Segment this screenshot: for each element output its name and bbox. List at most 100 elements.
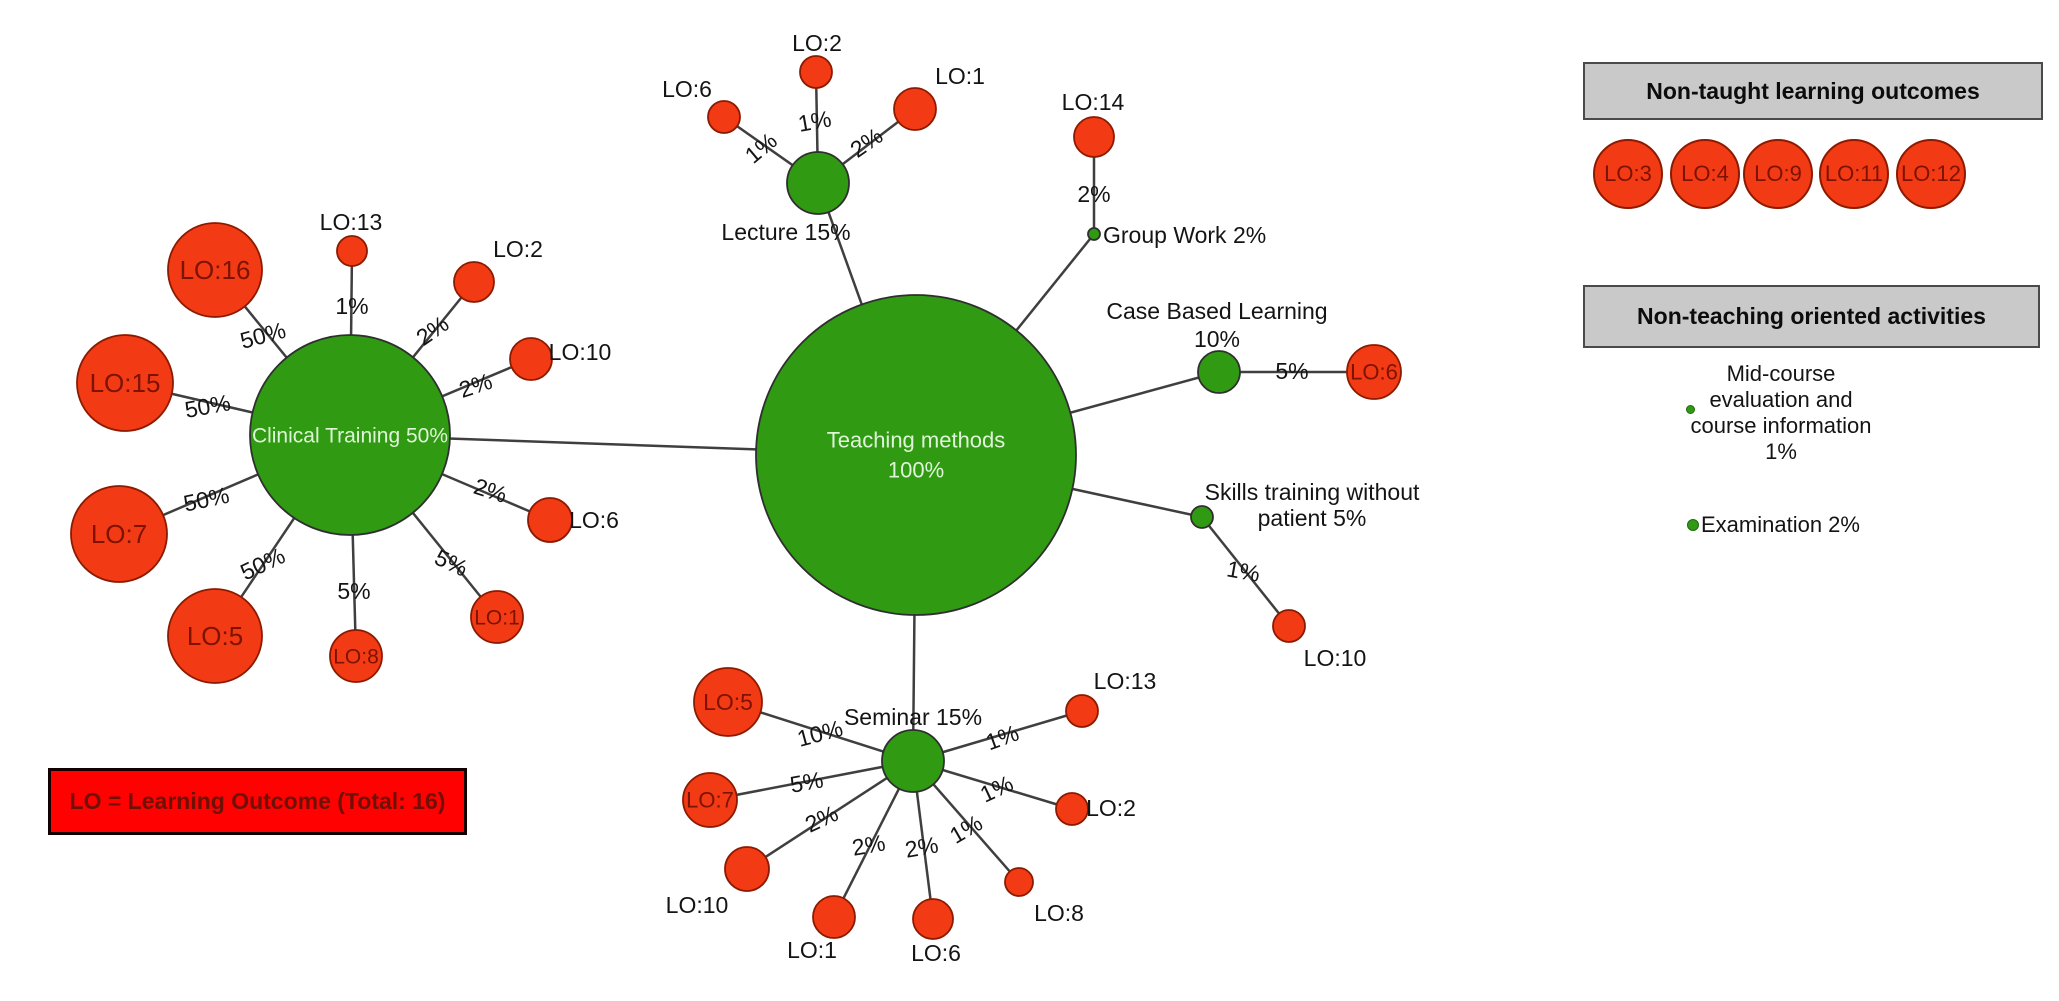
hub-case-based-learning [1197, 350, 1241, 394]
lo6-casebased [1346, 344, 1402, 400]
lo1-clinical [470, 590, 524, 644]
graph-text-label: LO:10 [1304, 645, 1367, 671]
mid-course-line: Mid-course [1726, 361, 1836, 386]
edge-percentage-label: 5% [431, 544, 472, 582]
hub-label: Teaching methods [827, 428, 1006, 453]
lo13-clinical [336, 235, 368, 267]
lo10-skills [1272, 609, 1306, 643]
edge-percentage-label: 1% [982, 720, 1022, 756]
non-taught-header: Non-taught learning outcomes [1583, 62, 2043, 120]
lo6-lecture [707, 100, 741, 134]
graph-text-label: Lecture 15% [721, 219, 850, 245]
non-taught-lo9-circle: LO:9 [1743, 139, 1813, 209]
edge [746, 759, 914, 871]
graph-text-label: LO:10 [666, 892, 729, 918]
edge-percentage-label: 5% [788, 766, 825, 797]
mid-course-line: course information [1690, 413, 1872, 438]
hub-seminar [881, 729, 945, 793]
graph-text-label: patient 5% [1258, 505, 1367, 531]
edge-percentage-label: 1% [1225, 555, 1262, 586]
lo7-seminar [682, 772, 738, 828]
lo5-clinical [167, 588, 263, 684]
graph-text-label: Skills training without [1205, 479, 1420, 505]
edge-percentage-label: 1% [335, 293, 368, 319]
lo13-seminar [1065, 694, 1099, 728]
lo7-clinical [70, 485, 168, 583]
graph-text-label: LO:13 [320, 209, 383, 235]
non-taught-lo12-circle: LO:12 [1896, 139, 1966, 209]
mid-course-line: evaluation and [1709, 387, 1853, 412]
lo-label: LO:3 [1604, 161, 1652, 186]
graph-text-label: Case Based Learning [1106, 298, 1327, 324]
edge-percentage-label: 1% [796, 105, 833, 136]
examination-dot-icon [1687, 519, 1699, 531]
edge-percentage-label: 50% [236, 542, 289, 585]
graph-text-label: LO:2 [493, 236, 543, 262]
edge-percentage-label: 2% [801, 800, 842, 838]
graph-text-label: Group Work 2% [1103, 222, 1266, 248]
lo-label: LO:4 [1681, 161, 1729, 186]
hub-group-work [1087, 227, 1101, 241]
graph-text-label: LO:6 [662, 76, 712, 102]
lo6-seminar [912, 898, 954, 940]
lo14-groupwork [1073, 116, 1115, 158]
lo-label: LO:12 [1901, 161, 1961, 186]
edge-percentage-label: 5% [337, 578, 370, 604]
mid-course-line: 1% [1765, 439, 1797, 464]
lo2-seminar [1055, 792, 1089, 826]
graph-text-label: Seminar 15% [844, 704, 982, 730]
node-label: LO:5 [187, 621, 243, 651]
lo2-lecture [799, 55, 833, 89]
graph-text-label: LO:2 [792, 30, 842, 56]
hub-lecture [786, 151, 850, 215]
lo-label: LO:11 [1824, 161, 1884, 186]
graph-text-label: LO:13 [1094, 668, 1157, 694]
lo15-clinical [76, 334, 174, 432]
lo6-clinical [527, 497, 573, 543]
lo10-clinical [509, 337, 553, 381]
edge [1201, 516, 1290, 627]
node-label: LO:1 [474, 606, 520, 629]
edge-percentage-label: 10% [794, 715, 845, 752]
node-label: LO:8 [333, 645, 379, 668]
non-teaching-header: Non-teaching oriented activities [1583, 285, 2040, 348]
lo8-seminar [1004, 867, 1034, 897]
lo1-lecture [893, 87, 937, 131]
edge-percentage-label: 5% [1275, 358, 1308, 384]
edge-percentage-label: 50% [237, 317, 288, 354]
mid-course-label: Mid-course evaluation and course informa… [1671, 361, 1891, 465]
node-label: LO:15 [90, 368, 161, 398]
lo-label: LO:9 [1754, 161, 1802, 186]
edge-percentage-label: 2% [471, 473, 511, 508]
graph-text-label: LO:10 [549, 339, 612, 365]
edge-percentage-label: 1% [976, 770, 1017, 808]
lo-legend-text: LO = Learning Outcome (Total: 16) [69, 788, 446, 814]
hub-teaching-methods [755, 294, 1077, 616]
node-label: LO:5 [703, 689, 753, 715]
node-label: LO:7 [91, 519, 147, 549]
graph-text-label: 10% [1194, 326, 1240, 352]
edge-percentage-label: 50% [183, 389, 233, 423]
non-taught-lo3-circle: LO:3 [1593, 139, 1663, 209]
lo10-seminar [724, 846, 770, 892]
node-label: LO:6 [1350, 360, 1398, 385]
edge-percentage-label: 1% [945, 810, 987, 849]
edge-percentage-label: 2% [456, 368, 496, 403]
edge [709, 759, 914, 802]
hub-label: Clinical Training 50% [252, 424, 448, 447]
lo8-clinical [329, 629, 383, 683]
hub-skills-training [1190, 505, 1214, 529]
edge-percentage-label: 2% [850, 829, 887, 860]
mid-course-dot-icon [1686, 405, 1695, 414]
lo5-seminar [693, 667, 763, 737]
node-label: LO:7 [686, 788, 734, 813]
examination-label: Examination 2% [1701, 512, 1860, 538]
non-taught-title: Non-taught learning outcomes [1646, 77, 1980, 104]
hub-clinical-training [249, 334, 451, 536]
non-teaching-title: Non-teaching oriented activities [1637, 303, 1986, 329]
lo2-clinical [453, 261, 495, 303]
lo16-clinical [167, 222, 263, 318]
graph-text-label: LO:14 [1062, 89, 1125, 115]
lo1-seminar [812, 895, 856, 939]
